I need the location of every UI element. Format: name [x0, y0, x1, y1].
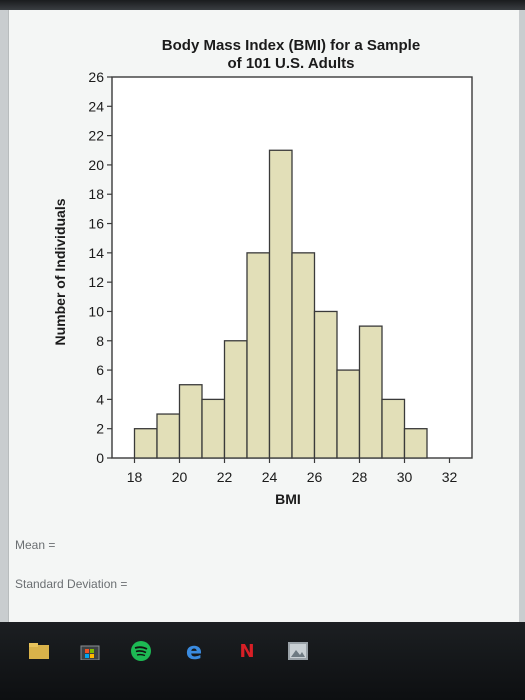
top-bezel	[0, 0, 525, 10]
x-tick-label: 20	[172, 469, 188, 485]
chart-title-line-1: Body Mass Index (BMI) for a Sample	[162, 37, 420, 54]
y-tick-label: 16	[88, 216, 104, 232]
histogram-bar	[201, 398, 226, 459]
y-tick-label: 8	[96, 333, 104, 349]
histogram-bar	[156, 413, 181, 459]
y-tick-label: 22	[88, 128, 104, 144]
worksheet-page: Body Mass Index (BMI) for a Sample of 10…	[8, 10, 519, 622]
y-tick-label: 20	[88, 157, 104, 173]
photos-icon[interactable]	[287, 640, 309, 662]
x-tick-label: 24	[262, 469, 278, 485]
histogram-bar	[223, 340, 248, 459]
file-explorer-icon[interactable]	[28, 640, 50, 662]
y-tick-label: 18	[88, 186, 104, 202]
x-tick-label: 32	[442, 469, 458, 485]
histogram-bar	[336, 369, 361, 459]
x-tick-label: 30	[397, 469, 413, 485]
y-tick-label: 2	[96, 421, 104, 437]
histogram-bar	[313, 310, 338, 459]
store-icon[interactable]	[79, 640, 101, 662]
x-tick-label: 18	[127, 469, 143, 485]
chart-title-line-2: of 101 U.S. Adults	[228, 55, 355, 72]
y-axis-label: Number of Individuals	[52, 198, 68, 345]
x-tick-label: 28	[352, 469, 368, 485]
histogram-bar	[381, 398, 406, 459]
x-tick-label: 22	[217, 469, 233, 485]
mean-label: Mean =	[15, 538, 56, 552]
y-tick-label: 14	[88, 245, 104, 261]
y-tick-label: 12	[88, 274, 104, 290]
netflix-icon[interactable]: N	[239, 640, 255, 662]
x-tick-label: 26	[307, 469, 323, 485]
histogram-bar	[133, 428, 158, 459]
histogram-bar	[268, 149, 293, 459]
y-tick-label: 24	[88, 98, 104, 114]
taskbar: e N	[0, 622, 525, 700]
x-axis-label: BMI	[275, 491, 301, 507]
histogram-bar	[246, 252, 271, 459]
histogram-bar	[358, 325, 383, 459]
standard-deviation-label: Standard Deviation =	[15, 577, 128, 591]
y-tick-label: 4	[96, 391, 104, 407]
histogram-bar	[403, 428, 428, 459]
y-tick-label: 6	[96, 362, 104, 378]
y-tick-label: 26	[88, 69, 104, 85]
spotify-icon[interactable]	[130, 640, 152, 662]
y-tick-label: 10	[88, 303, 104, 319]
y-tick-label: 0	[96, 450, 104, 466]
histogram-bar	[291, 252, 316, 459]
histogram-bar	[178, 384, 203, 459]
bmi-histogram: Body Mass Index (BMI) for a Sample of 10…	[52, 37, 473, 507]
edge-icon[interactable]: e	[185, 637, 203, 665]
